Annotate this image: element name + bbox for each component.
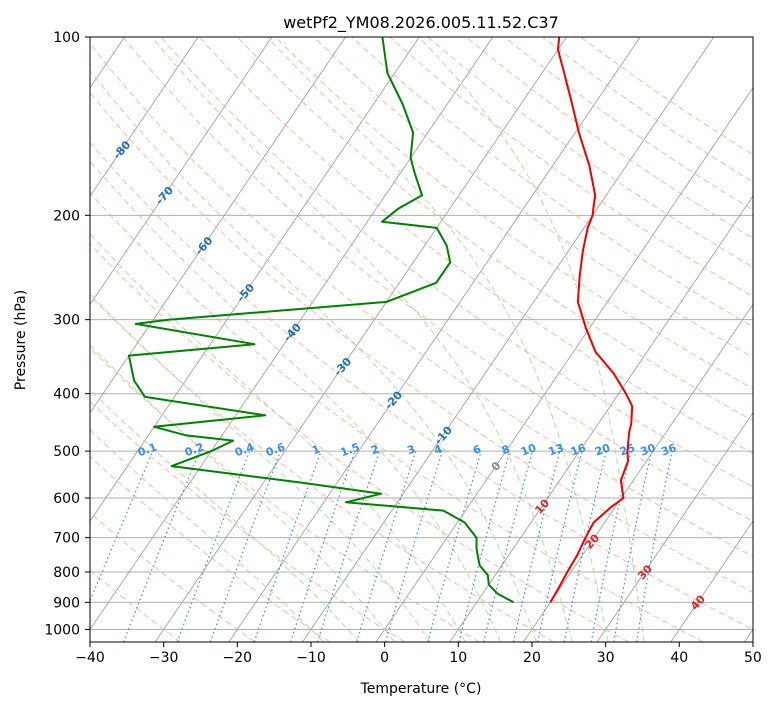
x-tick-label: 20: [523, 650, 541, 666]
y-tick-label: 1000: [44, 622, 80, 638]
y-tick-label: 300: [53, 313, 80, 329]
x-tick-label: 40: [670, 650, 688, 666]
y-tick-label: 100: [53, 30, 80, 46]
x-tick-label: 0: [380, 650, 389, 666]
x-tick-label: 50: [744, 650, 762, 666]
x-tick-label: −40: [75, 650, 105, 666]
y-tick-label: 800: [53, 565, 80, 581]
y-tick-label: 500: [53, 444, 80, 460]
y-tick-label: 200: [53, 208, 80, 224]
y-tick-label: 600: [53, 491, 80, 507]
x-tick-label: 30: [597, 650, 615, 666]
x-tick-label: −30: [149, 650, 179, 666]
x-axis-label: Temperature (°C): [360, 681, 482, 697]
x-tick-label: −10: [296, 650, 326, 666]
y-tick-label: 700: [53, 531, 80, 547]
y-tick-label: 900: [53, 595, 80, 611]
x-tick-label: −20: [223, 650, 253, 666]
y-tick-label: 400: [53, 387, 80, 403]
x-tick-label: 10: [449, 650, 467, 666]
chart-title: wetPf2_YM08.2026.005.11.52.C37: [283, 13, 559, 33]
y-axis-label: Pressure (hPa): [13, 290, 29, 390]
